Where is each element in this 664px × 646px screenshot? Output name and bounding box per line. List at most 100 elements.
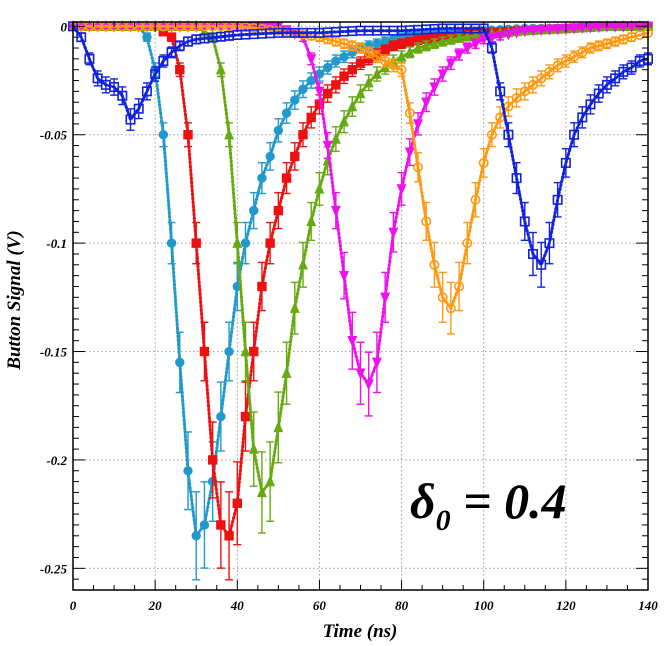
series-marker — [257, 173, 267, 183]
series-marker — [528, 25, 538, 37]
y-axis-title: Button Signal (V) — [4, 230, 25, 370]
series-marker — [175, 64, 185, 75]
series-marker — [371, 357, 382, 369]
series-marker — [314, 86, 325, 98]
series-marker — [421, 216, 432, 227]
series-marker — [445, 58, 456, 70]
series-marker — [601, 79, 612, 90]
series-marker — [355, 368, 366, 380]
series-marker — [610, 73, 621, 84]
series-marker — [298, 130, 308, 140]
series-marker — [404, 45, 415, 58]
series-marker — [486, 32, 497, 45]
series-marker — [248, 442, 259, 454]
series-marker — [298, 84, 308, 94]
series-marker — [478, 34, 489, 46]
series-marker — [273, 420, 284, 433]
series-marker — [141, 86, 152, 97]
series-marker — [495, 31, 506, 43]
series-marker — [215, 63, 226, 75]
series-marker — [380, 292, 391, 304]
series-marker — [265, 475, 276, 487]
series-marker — [371, 51, 382, 62]
x-tick-label: 120 — [556, 598, 576, 613]
series-marker — [265, 151, 275, 162]
series-marker — [117, 90, 128, 101]
series-marker — [396, 64, 407, 75]
series-marker — [183, 130, 193, 140]
series-marker — [544, 24, 555, 36]
series-marker — [421, 39, 432, 51]
series-marker — [470, 194, 481, 205]
series-marker — [380, 45, 390, 55]
delta-annotation: δ0 = 0.4 — [410, 473, 567, 537]
series-marker — [527, 79, 538, 90]
x-tick-label: 100 — [474, 598, 494, 613]
series-marker — [142, 32, 152, 42]
series-marker — [363, 47, 374, 58]
series-marker — [585, 22, 596, 34]
series-marker — [339, 115, 350, 127]
series-marker — [544, 66, 555, 77]
series-marker — [380, 56, 391, 67]
series-marker — [396, 184, 407, 196]
series-marker — [404, 147, 415, 159]
series-marker — [289, 301, 300, 313]
series-marker — [388, 41, 399, 51]
series-marker — [462, 238, 473, 249]
series-marker — [371, 67, 382, 79]
series-marker — [257, 281, 267, 292]
series-marker — [536, 259, 547, 270]
series-marker — [519, 86, 530, 97]
annotation-symbol: δ — [410, 473, 436, 529]
series-marker — [314, 182, 325, 194]
series-marker — [445, 33, 456, 45]
series-marker — [109, 82, 120, 93]
series-marker — [437, 69, 448, 81]
series-marker — [536, 73, 547, 84]
series-marker — [339, 51, 349, 62]
series-marker — [166, 238, 177, 248]
series-marker — [437, 35, 448, 47]
series-marker — [527, 248, 538, 259]
series-marker — [462, 30, 473, 42]
series-marker — [585, 99, 596, 110]
series-marker — [224, 128, 235, 140]
series-marker — [166, 32, 177, 42]
series-marker — [158, 130, 169, 140]
series-marker — [232, 236, 243, 248]
series-marker — [503, 129, 514, 140]
series-marker — [404, 108, 415, 119]
series-marker — [249, 346, 259, 357]
series-marker — [298, 258, 308, 270]
x-tick-label: 20 — [148, 598, 163, 613]
y-tick-label: -0.05 — [40, 128, 68, 143]
series-marker — [355, 43, 366, 54]
y-tick-label: -0.2 — [46, 453, 67, 468]
series-marker — [454, 31, 465, 43]
series-marker — [150, 69, 161, 80]
series-marker — [577, 47, 588, 58]
series-marker — [322, 88, 333, 99]
series-marker — [183, 466, 193, 476]
series-marker — [363, 76, 374, 88]
series-marker — [552, 60, 563, 71]
series-marker — [388, 227, 399, 239]
series-marker — [331, 80, 341, 90]
series-marker — [569, 129, 580, 140]
series-marker — [339, 270, 350, 283]
series-marker — [593, 88, 604, 99]
series-marker — [355, 87, 366, 99]
series-marker — [405, 37, 415, 47]
x-axis-title: Time (ns) — [323, 621, 398, 642]
series-marker — [322, 62, 333, 73]
series-marker — [347, 64, 357, 75]
series-marker — [256, 486, 267, 498]
series-marker — [125, 114, 136, 125]
series-marker — [429, 259, 440, 270]
data-series — [68, 21, 653, 335]
x-tick-label: 60 — [313, 598, 327, 613]
series-marker — [503, 101, 514, 112]
series-marker — [454, 49, 465, 61]
